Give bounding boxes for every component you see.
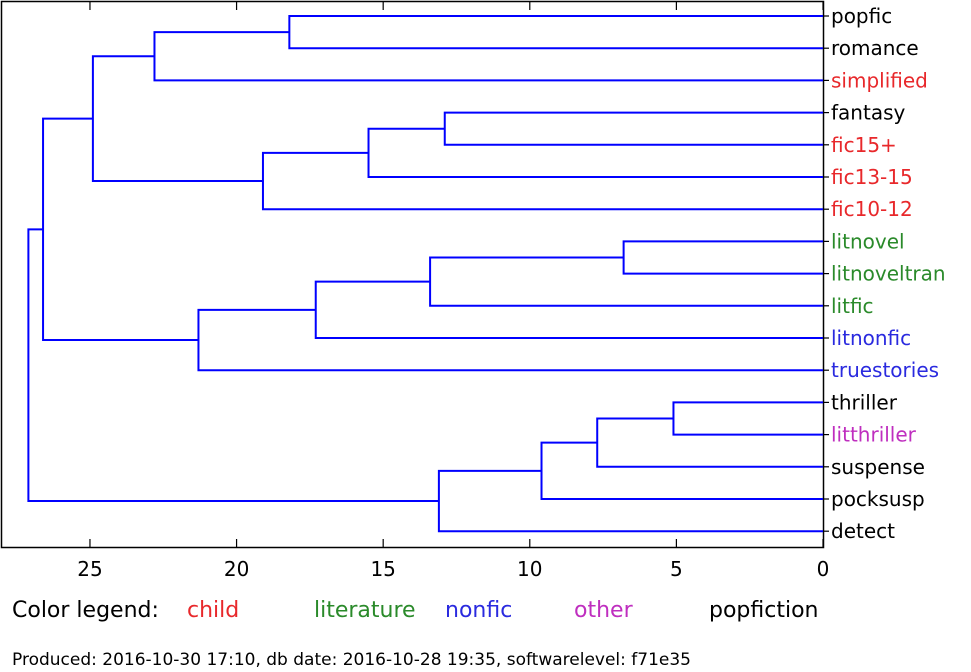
- x-tick-label-5: 5: [670, 557, 683, 581]
- leaf-label-detect: detect: [831, 519, 895, 543]
- legend-item-literature: literature: [314, 598, 416, 623]
- link-m10: [197, 308, 823, 372]
- leaf-label-thriller: thriller: [831, 390, 898, 414]
- legend-item-nonfic: nonfic: [445, 598, 513, 623]
- x-axis: 25 20 15 10 5 0: [77, 2, 829, 581]
- leaf-label-fic10-12: fic10-12: [831, 197, 913, 221]
- plot-frame: [0, 0, 825, 549]
- link-m1: [288, 15, 823, 50]
- leaf-label-litfic: litfic: [831, 294, 874, 318]
- link-m14: [540, 441, 823, 500]
- link-m15: [437, 469, 823, 533]
- leaf-label-fic15+: fic15+: [831, 133, 897, 157]
- x-tick-label-25: 25: [77, 557, 102, 581]
- link-m11: [42, 117, 199, 342]
- footer-info: Produced: 2016-10-30 17:10, db date: 201…: [12, 650, 691, 670]
- color-legend: Color legend: child literature nonfic ot…: [12, 598, 852, 628]
- x-tick-label-10: 10: [517, 557, 542, 581]
- leaf-label-truestories: truestories: [831, 358, 939, 382]
- legend-item-child: child: [187, 598, 240, 623]
- legend-item-other: other: [574, 598, 633, 623]
- leaf-label-romance: romance: [831, 36, 919, 60]
- x-tick-label-15: 15: [370, 557, 395, 581]
- legend-item-popfiction: popfiction: [709, 598, 819, 623]
- leaf-label-litnovel: litnovel: [831, 229, 905, 253]
- leaf-label-fantasy: fantasy: [831, 101, 905, 125]
- link-m2: [153, 31, 823, 82]
- leaf-label-popfic: popfic: [831, 4, 892, 28]
- link-m6: [91, 55, 263, 183]
- leaf-label-litnoveltran: litnoveltran: [831, 262, 946, 286]
- dendrogram-links: [27, 15, 823, 533]
- leaf-label-litthriller: litthriller: [831, 423, 917, 447]
- x-tick-label-0: 0: [817, 557, 830, 581]
- leaf-label-litnonfic: litnonfic: [831, 326, 911, 350]
- link-m4: [367, 127, 823, 178]
- link-m5: [261, 151, 823, 211]
- x-tick-label-20: 20: [224, 557, 249, 581]
- link-m12: [672, 401, 823, 436]
- leaf-label-simplified: simplified: [831, 68, 928, 92]
- link-m13: [596, 417, 823, 468]
- link-m3: [443, 111, 823, 146]
- leaf-label-suspense: suspense: [831, 455, 925, 479]
- leaf-label-fic13-15: fic13-15: [831, 165, 913, 189]
- dendrogram-chart: 25 20 15 10 5 0 popfic romance simplified fantas…: [0, 0, 946, 581]
- leaf-label-pocksusp: pocksusp: [831, 487, 925, 511]
- link-m8: [429, 256, 823, 307]
- link-m7: [622, 240, 823, 275]
- leaf-labels: popfic romance simplified fantasy fic15+ fic1…: [823, 4, 946, 543]
- link-m9: [314, 280, 823, 339]
- legend-title: Color legend:: [12, 598, 159, 623]
- link-m16: [27, 228, 439, 503]
